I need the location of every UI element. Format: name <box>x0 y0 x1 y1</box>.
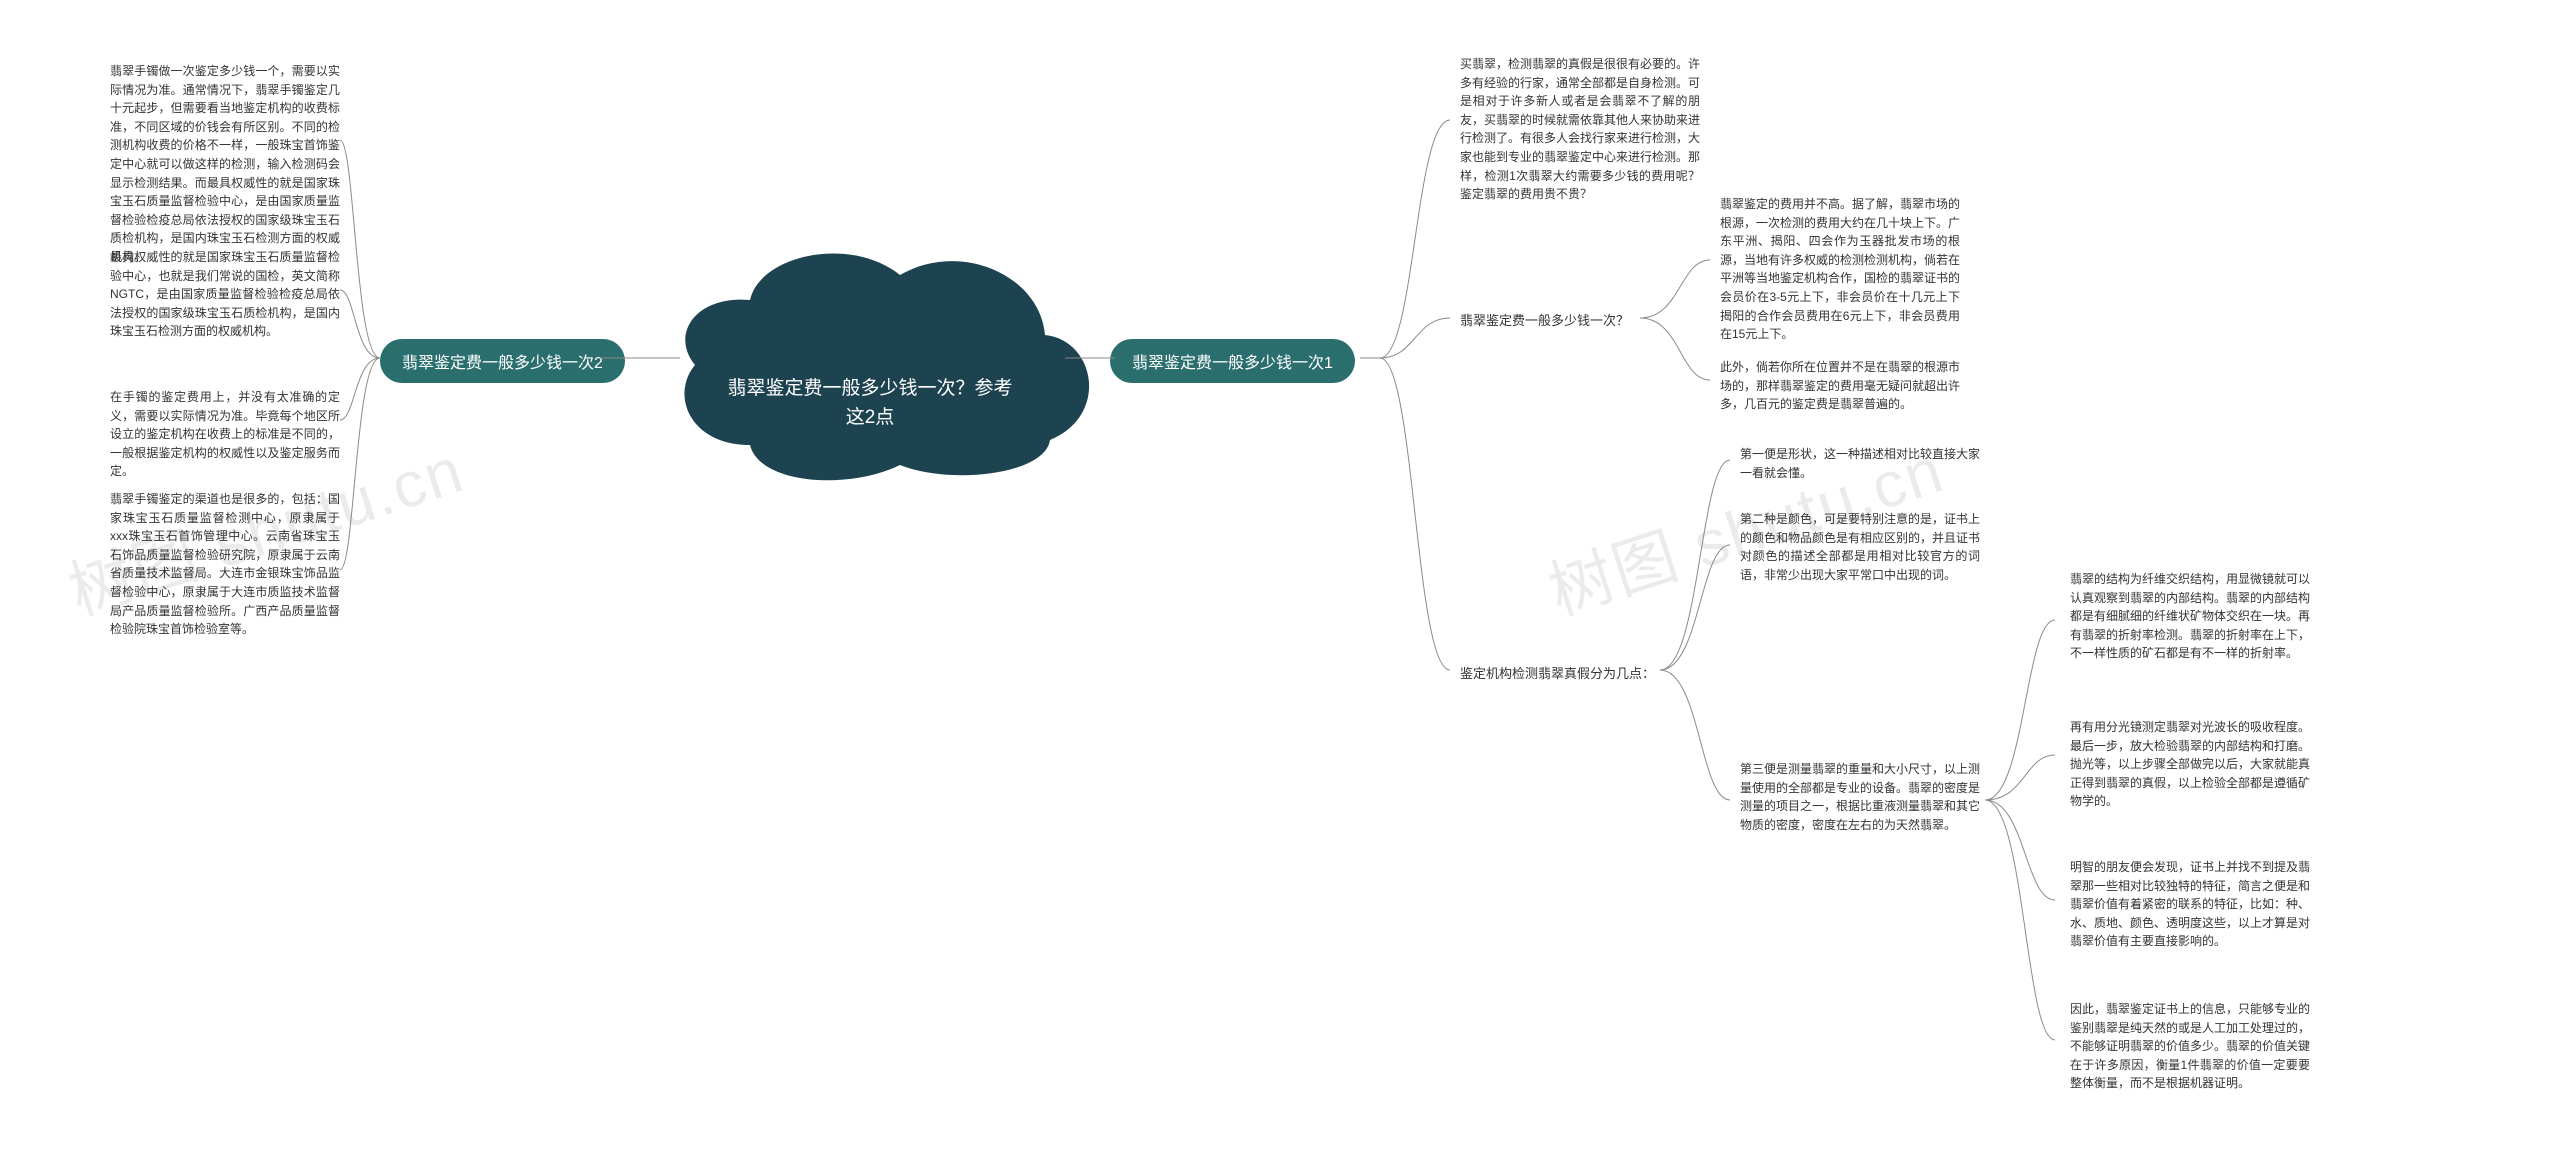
connector-right-main <box>1360 60 1460 780</box>
connector-r3 <box>1660 440 1740 900</box>
right-3-sub-3-label: 第三便是测量翡翠的重量和大小尺寸，以上测量使用的全部都是专业的设备。翡翠的密度是… <box>1740 760 1980 834</box>
right-3-3-sub-2: 再有用分光镜测定翡翠对光波长的吸收程度。最后一步，放大检验翡翠的内部结构和打磨。… <box>2070 718 2310 811</box>
right-2-sub-1: 翡翠鉴定的费用并不高。据了解，翡翠市场的根源，一次检测的费用大约在几十块上下。广… <box>1720 195 1960 344</box>
left-leaf-4: 翡翠手镯鉴定的渠道也是很多的，包括：国家珠宝玉石质量监督检测中心，原隶属于xxx… <box>110 490 340 639</box>
right-sub-label-1: 翡翠鉴定费一般多少钱一次？ <box>1460 310 1629 329</box>
right-3-sub-1: 第一便是形状，这一种描述相对比较直接大家一看就会懂。 <box>1740 445 1980 482</box>
branch-left-pill: 翡翠鉴定费一般多少钱一次2 <box>380 339 625 383</box>
connector-r3-deep <box>1985 590 2065 1130</box>
connector-r2 <box>1640 230 1720 430</box>
right-3-3-sub-3: 明智的朋友便会发现，证书上并找不到提及翡翠那一些相对比较独特的特征，简言之便是和… <box>2070 858 2310 951</box>
central-cloud: 翡翠鉴定费一般多少钱一次？参考这2点 <box>640 225 1100 495</box>
right-3-3-sub-4: 因此，翡翠鉴定证书上的信息，只能够专业的鉴别翡翠是纯天然的或是人工加工处理过的，… <box>2070 1000 2310 1093</box>
left-leaf-1: 翡翠手镯做一次鉴定多少钱一个，需要以实际情况为准。通常情况下，翡翠手镯鉴定几十元… <box>110 62 340 267</box>
right-sub-label-2: 鉴定机构检测翡翠真假分为几点： <box>1460 663 1655 682</box>
right-2-sub-2: 此外，倘若你所在位置并不是在翡翠的根源市场的，那样翡翠鉴定的费用毫无疑问就超出许… <box>1720 358 1960 414</box>
right-3-sub-2: 第二种是颜色，可是要特别注意的是，证书上的颜色和物品颜色是有相应区别的，并且证书… <box>1740 510 1980 584</box>
center-title: 翡翠鉴定费一般多少钱一次？参考这2点 <box>640 375 1100 432</box>
branch-right-pill: 翡翠鉴定费一般多少钱一次1 <box>1110 339 1355 383</box>
right-3-3-sub-1: 翡翠的结构为纤维交织结构，用显微镜就可以认真观察到翡翠的内部结构。翡翠的内部结构… <box>2070 570 2310 663</box>
right-leaf-1: 买翡翠，检测翡翠的真假是很很有必要的。许多有经验的行家，通常全部都是自身检测。可… <box>1460 55 1700 204</box>
left-leaf-2: 最具权威性的就是国家珠宝玉石质量监督检验中心，也就是我们常说的国检，英文简称NG… <box>110 248 340 341</box>
left-leaf-3: 在手镯的鉴定费用上，并没有太准确的定义，需要以实际情况为准。毕竟每个地区所设立的… <box>110 388 340 481</box>
